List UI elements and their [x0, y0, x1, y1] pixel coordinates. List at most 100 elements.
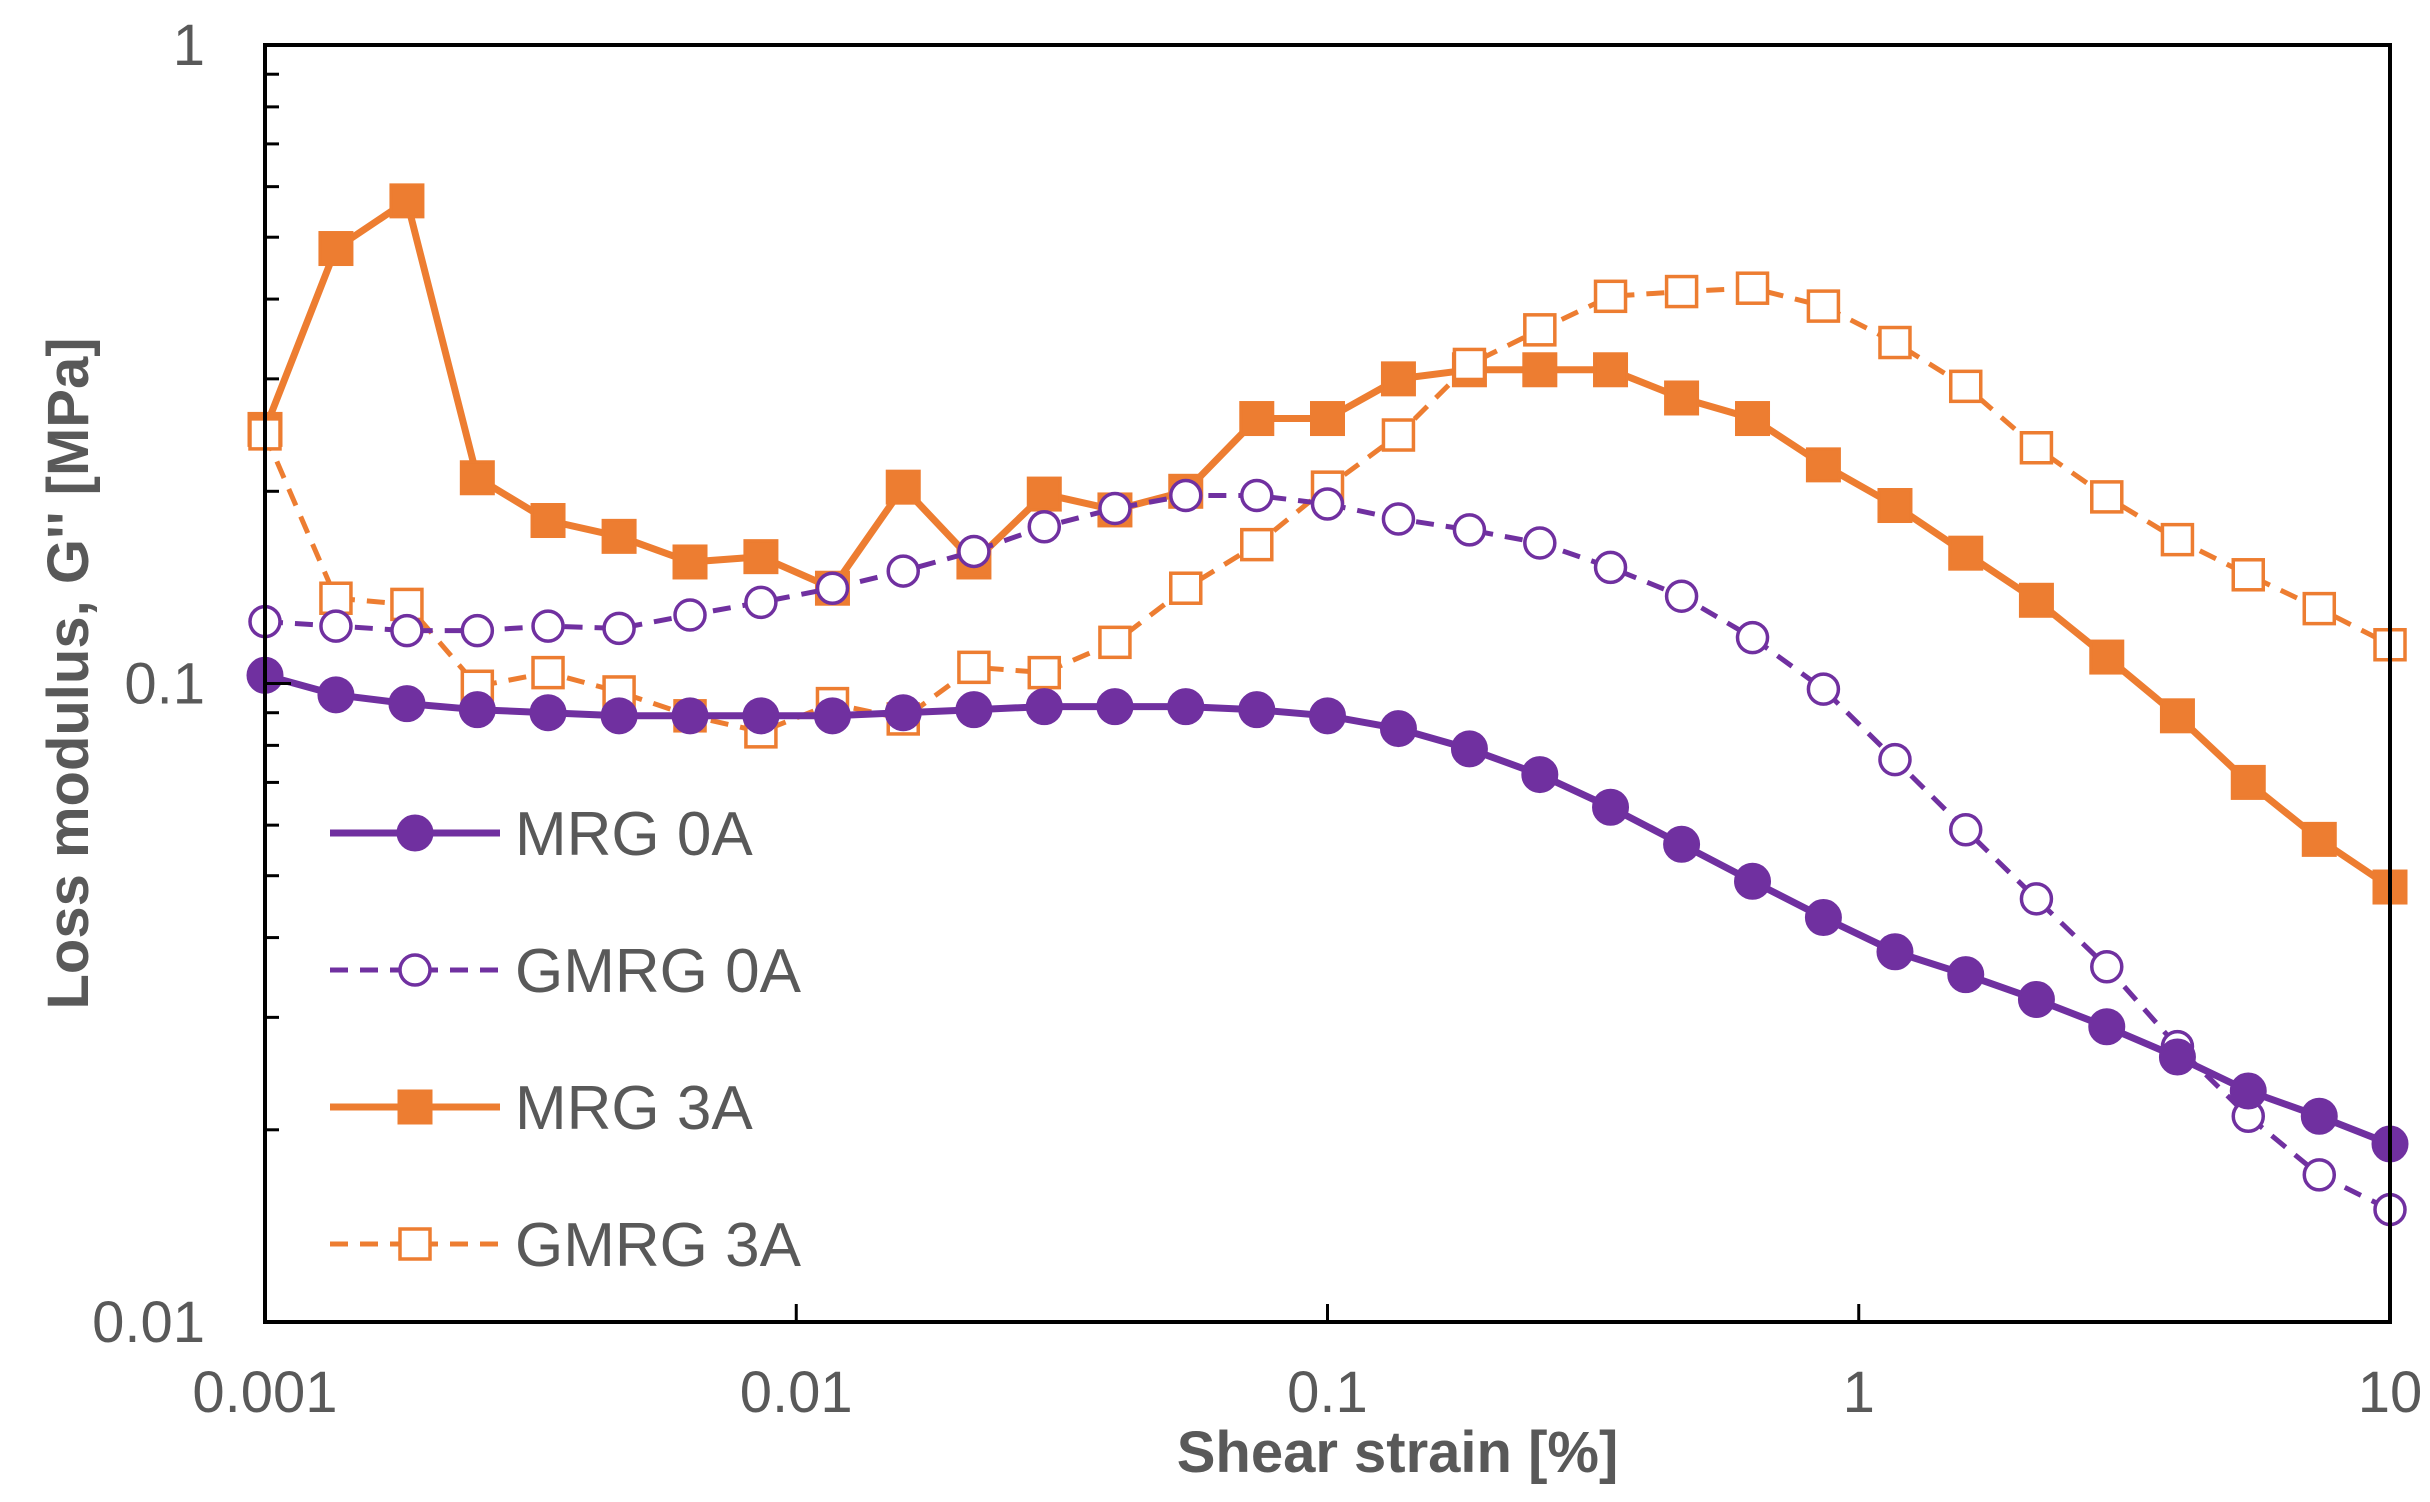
data-point-gmrg-0a	[1878, 742, 1912, 777]
data-point-gmrg-0a	[1806, 672, 1841, 706]
legend-marker-gmrg-0a	[398, 953, 432, 987]
data-point-gmrg-0a	[744, 585, 778, 620]
x-tick-label: 0.001	[192, 1360, 337, 1425]
data-point-gmrg-0a	[1593, 550, 1628, 585]
data-point-gmrg-3a	[1948, 369, 1983, 404]
legend-label-gmrg-3a: GMRG 3A	[515, 1211, 802, 1280]
legend-entry-mrg-3a: MRG 3A	[330, 1074, 753, 1143]
data-point-mrg-3a	[2301, 821, 2337, 857]
data-point-mrg-0a	[2300, 1097, 2338, 1135]
data-point-mrg-0a	[1450, 730, 1488, 768]
data-point-mrg-0a	[884, 694, 922, 732]
data-point-mrg-3a	[2159, 698, 2195, 734]
data-point-gmrg-0a	[815, 571, 850, 605]
legend: MRG 0A GMRG 0A MRG 3A GMRG 3A	[330, 800, 802, 1280]
data-point-mrg-3a	[601, 518, 637, 554]
data-point-gmrg-3a	[531, 655, 565, 690]
data-point-gmrg-0a	[1098, 491, 1132, 526]
data-point-gmrg-3a	[2090, 480, 2124, 514]
y-axis-title: Loss modulus, G'' [MPa]	[36, 337, 101, 1009]
data-point-mrg-0a	[388, 685, 426, 723]
data-point-mrg-0a	[529, 694, 567, 732]
axes: 0.001 0.01 0.1 1 100.010.11	[92, 13, 2422, 1425]
y-tick-label: 0.01	[92, 1290, 205, 1355]
data-point-gmrg-0a	[1523, 526, 1557, 560]
data-point-mrg-3a	[1664, 380, 1700, 416]
data-point-gmrg-0a	[1310, 487, 1345, 521]
data-point-gmrg-3a	[2231, 558, 2266, 592]
data-point-mrg-3a	[743, 539, 779, 575]
data-point-gmrg-3a	[2019, 431, 2054, 465]
data-point-gmrg-3a	[1240, 527, 1274, 562]
data-point-mrg-0a	[600, 697, 638, 735]
data-point-mrg-0a	[1804, 899, 1842, 937]
data-point-gmrg-3a	[319, 581, 353, 615]
data-point-gmrg-3a	[1806, 289, 1841, 323]
data-point-gmrg-3a	[1169, 571, 1203, 605]
data-point-gmrg-3a	[1735, 271, 1770, 305]
x-axis-title: Shear strain [%]	[1177, 1420, 1619, 1485]
data-point-gmrg-3a	[1452, 347, 1487, 382]
data-point-gmrg-0a	[531, 609, 565, 643]
y-tick-label: 0.1	[124, 652, 205, 717]
data-point-gmrg-3a	[2160, 522, 2195, 557]
data-point-gmrg-0a	[390, 613, 424, 648]
data-point-gmrg-0a	[673, 598, 707, 632]
data-point-mrg-3a	[1026, 476, 1062, 512]
y-tick-label: 1	[173, 13, 205, 78]
data-point-mrg-3a	[459, 460, 495, 496]
data-point-mrg-3a	[1522, 352, 1558, 388]
data-point-mrg-0a	[1521, 756, 1559, 794]
legend-label-mrg-0a: MRG 0A	[515, 800, 753, 869]
data-point-gmrg-0a	[2019, 882, 2054, 916]
data-point-mrg-0a	[317, 676, 355, 714]
data-point-gmrg-0a	[2090, 950, 2124, 984]
data-point-mrg-3a	[530, 503, 566, 539]
data-point-mrg-3a	[672, 544, 708, 580]
data-point-gmrg-3a	[1878, 325, 1912, 360]
legend-marker-mrg-0a	[396, 814, 434, 852]
data-point-mrg-3a	[1593, 352, 1629, 388]
data-point-gmrg-0a	[602, 611, 636, 646]
legend-label-gmrg-0a: GMRG 0A	[515, 937, 802, 1006]
data-point-mrg-0a	[2088, 1008, 2126, 1046]
data-point-gmrg-3a	[957, 650, 991, 685]
data-point-mrg-3a	[1239, 401, 1275, 437]
data-point-mrg-0a	[1947, 956, 1985, 994]
data-point-gmrg-0a	[1452, 513, 1487, 547]
legend-entry-mrg-0a: MRG 0A	[330, 800, 753, 869]
legend-entry-gmrg-3a: GMRG 3A	[330, 1211, 802, 1280]
data-point-mrg-0a	[1876, 933, 1914, 971]
data-point-gmrg-0a	[319, 609, 353, 643]
legend-label-mrg-3a: MRG 3A	[515, 1074, 753, 1143]
data-point-mrg-0a	[1663, 825, 1701, 863]
data-point-gmrg-0a	[460, 613, 495, 648]
data-point-gmrg-0a	[1735, 620, 1770, 655]
x-tick-label: 1	[1843, 1360, 1875, 1425]
data-point-gmrg-0a	[1240, 478, 1274, 513]
legend-marker-mrg-3a	[397, 1089, 433, 1125]
data-point-mrg-0a	[2229, 1072, 2267, 1110]
data-point-gmrg-0a	[1381, 502, 1416, 536]
data-point-mrg-0a	[1309, 697, 1346, 735]
data-point-mrg-0a	[1592, 788, 1630, 826]
data-point-gmrg-0a	[2302, 1158, 2337, 1192]
data-point-mrg-0a	[1096, 688, 1134, 726]
x-tick-label: 0.1	[1287, 1360, 1368, 1425]
legend-marker-gmrg-3a	[398, 1227, 432, 1261]
data-point-mrg-0a	[1379, 710, 1417, 748]
data-point-gmrg-3a	[1381, 418, 1416, 452]
data-point-mrg-0a	[1025, 688, 1063, 726]
data-point-mrg-0a	[1238, 691, 1276, 729]
data-point-gmrg-3a	[1027, 655, 1062, 690]
data-point-gmrg-3a	[1664, 274, 1699, 309]
data-point-mrg-0a	[1167, 688, 1205, 726]
data-point-mrg-0a	[813, 697, 851, 735]
data-point-mrg-3a	[318, 231, 354, 267]
data-point-gmrg-3a	[1523, 313, 1557, 347]
data-point-mrg-3a	[1877, 488, 1913, 524]
data-point-mrg-3a	[2230, 764, 2266, 800]
data-point-mrg-0a	[742, 697, 780, 735]
series-mrg-0a	[246, 656, 2409, 1163]
